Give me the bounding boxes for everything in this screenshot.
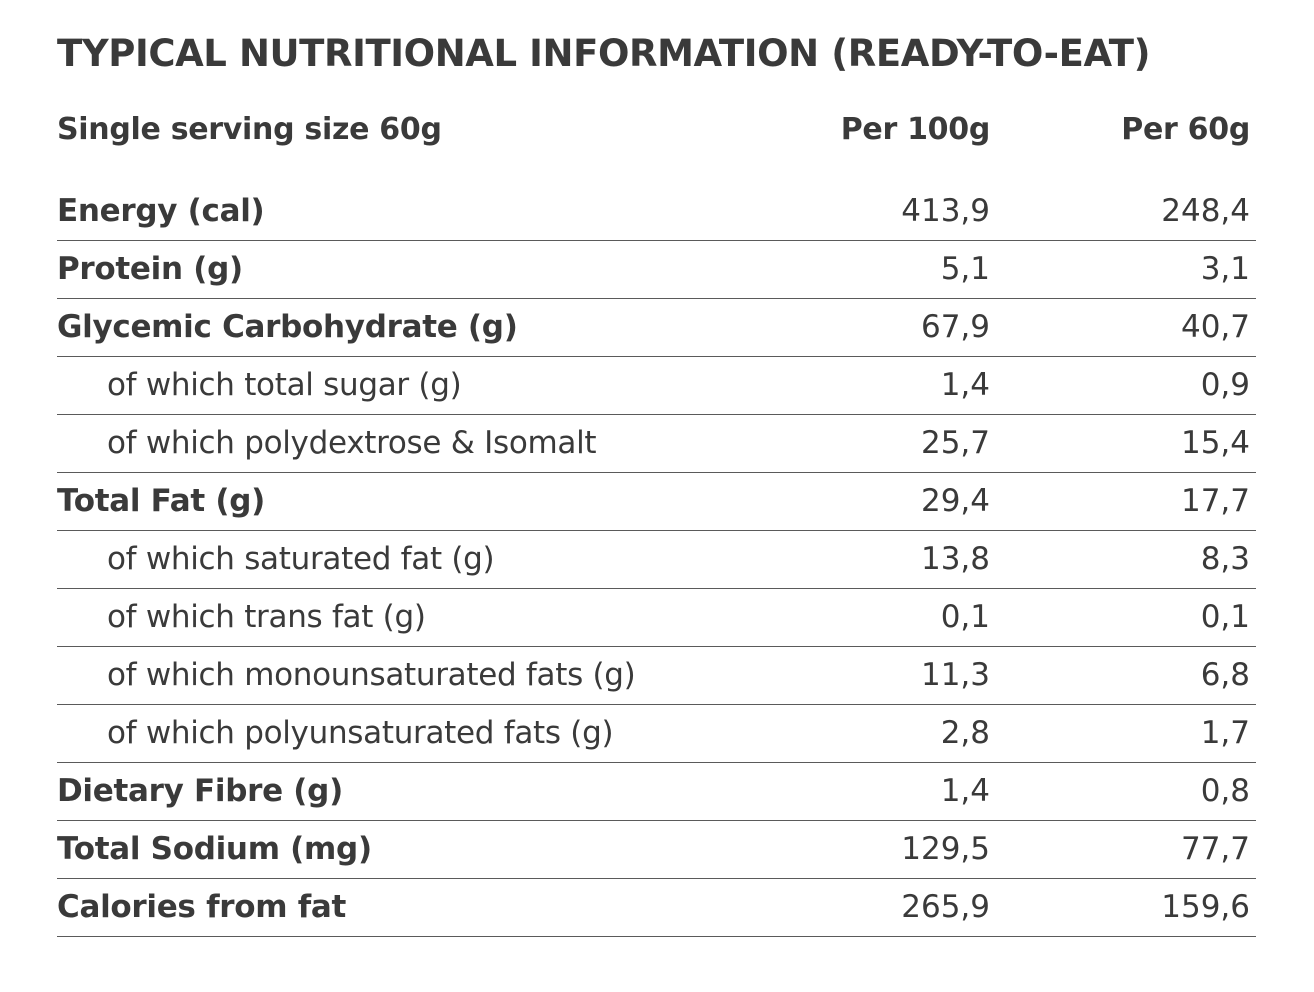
page-title: TYPICAL NUTRITIONAL INFORMATION (READY-T… — [57, 32, 1151, 75]
nutrient-name: Glycemic Carbohydrate (g) — [57, 309, 518, 345]
nutrient-name: Dietary Fibre (g) — [57, 773, 343, 809]
column-header-per-100g: Per 100g — [840, 112, 991, 147]
value-per-60g: 0,8 — [1200, 773, 1250, 809]
value-per-60g: 248,4 — [1161, 193, 1250, 229]
value-per-60g: 17,7 — [1180, 483, 1250, 519]
value-per-60g: 15,4 — [1180, 425, 1250, 461]
nutrition-panel: TYPICAL NUTRITIONAL INFORMATION (READY-T… — [57, 28, 1256, 937]
table-row: of which total sugar (g) 1,4 0,9 — [57, 357, 1256, 415]
nutrient-name: of which trans fat (g) — [107, 599, 426, 635]
nutrient-name: Calories from fat — [57, 889, 347, 925]
value-per-100g: 25,7 — [920, 425, 990, 461]
nutrition-table: Energy (cal) 413,9 248,4 Protein (g) 5,1 3,1 G… — [57, 183, 1256, 937]
value-per-100g: 2,8 — [940, 715, 990, 751]
value-per-60g: 159,6 — [1161, 889, 1250, 925]
value-per-60g: 77,7 — [1180, 831, 1250, 867]
nutrient-name: of which saturated fat (g) — [107, 541, 495, 577]
table-row: Energy (cal) 413,9 248,4 — [57, 183, 1256, 241]
value-per-100g: 1,4 — [940, 367, 990, 403]
value-per-100g: 29,4 — [920, 483, 990, 519]
table-row: of which polyunsaturated fats (g) 2,8 1,7 — [57, 705, 1256, 763]
table-row: Protein (g) 5,1 3,1 — [57, 241, 1256, 299]
value-per-100g: 265,9 — [901, 889, 990, 925]
serving-size-label: Single serving size 60g — [57, 112, 442, 147]
nutrient-name: of which total sugar (g) — [107, 367, 462, 403]
value-per-60g: 6,8 — [1200, 657, 1250, 693]
table-row: Total Sodium (mg) 129,5 77,7 — [57, 821, 1256, 879]
table-header: Single serving size 60g Per 100g Per 60g — [57, 100, 1256, 160]
value-per-100g: 0,1 — [940, 599, 990, 635]
value-per-60g: 0,1 — [1200, 599, 1250, 635]
value-per-100g: 13,8 — [920, 541, 990, 577]
table-row: Dietary Fibre (g) 1,4 0,8 — [57, 763, 1256, 821]
nutrient-name: Energy (cal) — [57, 193, 265, 229]
table-row: of which saturated fat (g) 13,8 8,3 — [57, 531, 1256, 589]
value-per-60g: 3,1 — [1200, 251, 1250, 287]
nutrient-name: of which polyunsaturated fats (g) — [107, 715, 614, 751]
value-per-100g: 11,3 — [920, 657, 990, 693]
value-per-60g: 40,7 — [1180, 309, 1250, 345]
nutrient-name: of which monounsaturated fats (g) — [107, 657, 636, 693]
table-row: Total Fat (g) 29,4 17,7 — [57, 473, 1256, 531]
value-per-100g: 67,9 — [920, 309, 990, 345]
table-row: of which polydextrose & Isomalt 25,7 15,4 — [57, 415, 1256, 473]
table-row: Calories from fat 265,9 159,6 — [57, 879, 1256, 937]
value-per-60g: 0,9 — [1200, 367, 1250, 403]
value-per-100g: 413,9 — [901, 193, 990, 229]
value-per-100g: 5,1 — [940, 251, 990, 287]
column-header-per-60g: Per 60g — [1121, 112, 1250, 147]
value-per-100g: 129,5 — [901, 831, 990, 867]
nutrient-name: Total Sodium (mg) — [57, 831, 372, 867]
nutrient-name: of which polydextrose & Isomalt — [107, 425, 597, 461]
value-per-60g: 1,7 — [1200, 715, 1250, 751]
value-per-100g: 1,4 — [940, 773, 990, 809]
table-row: of which trans fat (g) 0,1 0,1 — [57, 589, 1256, 647]
value-per-60g: 8,3 — [1200, 541, 1250, 577]
table-row: of which monounsaturated fats (g) 11,3 6,8 — [57, 647, 1256, 705]
nutrient-name: Total Fat (g) — [57, 483, 265, 519]
table-row: Glycemic Carbohydrate (g) 67,9 40,7 — [57, 299, 1256, 357]
nutrient-name: Protein (g) — [57, 251, 243, 287]
